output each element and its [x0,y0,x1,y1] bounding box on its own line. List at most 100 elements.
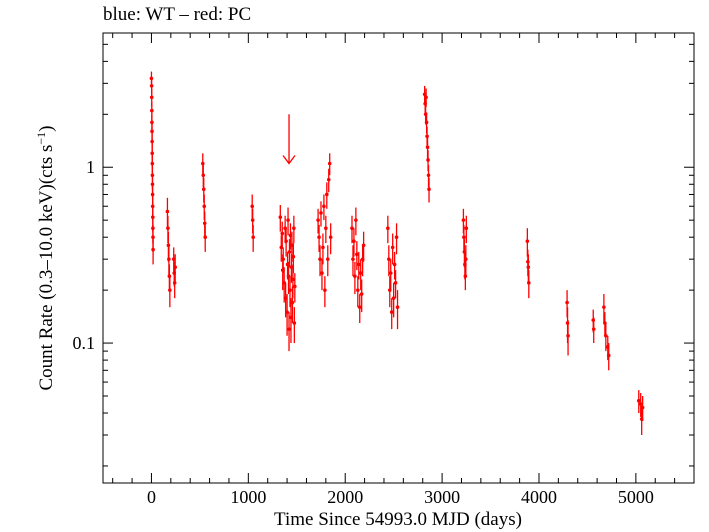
data-point [283,296,288,300]
data-point [326,177,331,182]
data-point [173,265,177,270]
data-point [150,108,154,113]
x-tick-label: 5000 [618,487,654,507]
data-point [172,281,177,285]
data-point [392,262,397,267]
data-point [282,281,286,285]
data-point [393,281,398,285]
x-tick-label: 3000 [424,487,460,507]
data-point [355,252,359,257]
data-point [289,315,293,320]
data-point [464,257,468,261]
data-point [316,218,320,222]
data-point [251,235,255,240]
chart-title: blue: WT – red: PC [103,4,252,25]
data-point [423,112,428,117]
arrow-annotation [282,114,296,165]
data-point [202,204,207,209]
data-point [391,296,396,300]
data-point [168,288,172,292]
data-point [527,281,531,285]
data-point [202,221,207,226]
data-point [463,274,468,279]
data-point [150,129,154,134]
data-point [318,257,322,261]
data-point [639,417,644,421]
data-point [352,239,356,243]
data-point [287,327,291,331]
data-point [167,257,171,261]
data-point [320,271,324,275]
data-point [525,239,530,243]
data-point [167,274,172,279]
data-point [280,231,285,236]
data-point [292,321,297,325]
data-point [565,300,569,305]
data-point [250,204,255,209]
data-point [291,277,295,282]
data-point [325,257,330,261]
data-point [149,95,154,100]
arrow-head [282,155,296,165]
data-point [324,226,328,231]
data-point [285,310,289,314]
data-point [636,398,641,403]
data-point [356,262,361,267]
x-tick-label: 2000 [327,487,363,507]
x-tick-label: 4000 [521,487,557,507]
data-point [424,120,429,125]
data-point [387,288,392,292]
axis-tick-labels: 0 1000 2000 3000 4000 5000 0.1 1 [73,157,654,507]
error-bars [150,71,644,435]
data-point [150,182,155,187]
data-point [149,84,154,88]
x-axis-label: Time Since 54993.0 MJD (days) [274,509,522,530]
data-point [281,257,286,261]
data-point [201,173,206,178]
data-point [172,271,177,275]
data-point [640,405,645,410]
y-tick-label: 0.1 [73,333,96,353]
data-point [638,402,643,406]
data-point [425,134,429,139]
y-axis-label-close: ) [36,125,57,131]
data-point [150,120,154,125]
data-point [321,245,325,250]
data-point [151,226,155,231]
data-point [354,218,358,222]
data-point [351,257,355,261]
data-point [394,235,399,240]
data-point [150,161,155,166]
x-tick-label: 0 [147,487,156,507]
y-tick-label: 1 [86,157,95,177]
data-point [317,235,321,240]
data-point [350,226,354,231]
data-point [319,211,323,215]
data-point [284,239,288,243]
data-point [395,305,400,309]
y-axis-label-main: Count Rate (0.3–10.0 keV)(cts s [36,145,57,391]
data-point [359,292,364,296]
data-point [426,173,431,178]
data-point [464,226,469,231]
data-point [388,271,393,275]
data-point [361,243,366,248]
data-point [283,226,287,231]
data-point [462,250,467,254]
data-point [424,95,428,100]
data-point [390,245,395,250]
data-point [462,235,466,240]
data-point [353,274,357,279]
data-point [591,318,596,322]
data-point [288,233,293,238]
data-point [285,262,290,267]
data-point [526,259,530,264]
data-point [149,76,154,81]
data-point [325,192,329,197]
data-point [150,204,155,209]
data-point [290,300,295,305]
data-point [151,235,155,240]
data-point [150,151,155,156]
data-point [463,262,467,267]
data-point [171,257,176,261]
